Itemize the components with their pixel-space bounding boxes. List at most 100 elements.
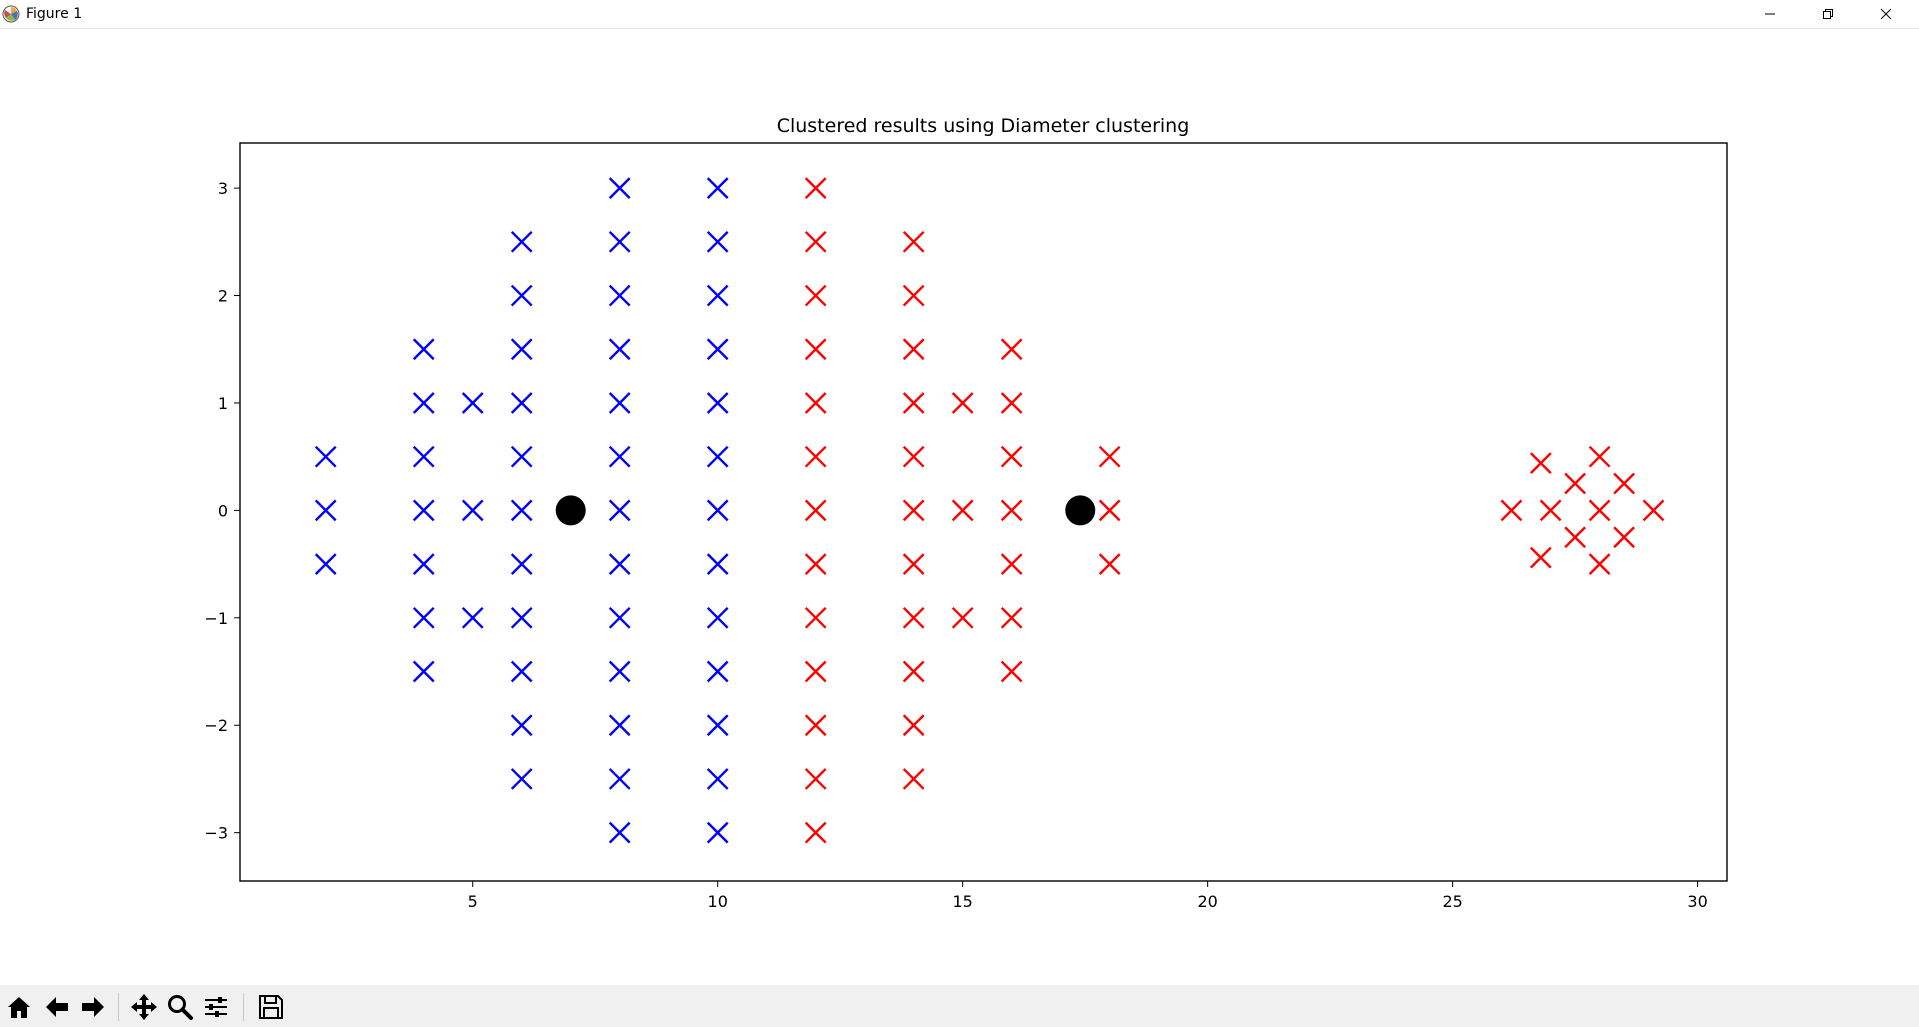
x-marker-point	[902, 338, 925, 361]
x-marker-point	[608, 768, 631, 790]
x-marker-point	[412, 660, 435, 683]
zoom-icon	[168, 995, 193, 1020]
plot-area-frame	[239, 142, 1728, 882]
x-marker-point	[608, 714, 631, 737]
x-marker-point	[1500, 499, 1523, 522]
y-axis: 3 2 1 0 −1 −2 −3	[204, 179, 240, 843]
centroid-point	[555, 495, 586, 526]
x-marker-point	[1588, 445, 1611, 468]
restore-icon	[1823, 9, 1833, 19]
x-marker-point	[510, 606, 533, 629]
x-marker-point	[1000, 606, 1023, 629]
x-marker-point	[412, 499, 435, 522]
x-marker-point	[1539, 499, 1562, 522]
x-marker-point	[510, 714, 533, 737]
x-marker-point	[314, 499, 337, 522]
minimize-icon	[1765, 13, 1775, 15]
x-marker-point	[902, 768, 925, 790]
x-marker-point	[804, 714, 827, 737]
x-tick-label: 15	[952, 892, 972, 911]
x-marker-point	[1613, 526, 1635, 549]
x-marker-point	[902, 660, 925, 683]
x-marker-point	[314, 553, 337, 575]
x-marker-point	[951, 499, 974, 522]
window-title: Figure 1	[26, 6, 83, 22]
x-marker-point	[804, 821, 827, 844]
x-marker-point	[412, 606, 435, 629]
x-marker-point	[902, 499, 925, 522]
zoom-button[interactable]	[163, 990, 197, 1024]
home-button[interactable]	[2, 990, 36, 1024]
back-icon	[46, 997, 68, 1017]
x-marker-point	[412, 392, 435, 414]
configure-subplots-icon	[205, 997, 227, 1017]
x-marker-point	[902, 445, 925, 468]
close-button[interactable]	[1857, 0, 1915, 28]
x-marker-point	[608, 284, 631, 307]
x-marker-point	[1564, 472, 1586, 495]
matplotlib-logo-icon	[2, 5, 20, 23]
x-tick-label: 20	[1197, 892, 1217, 911]
y-tick-label: −2	[204, 716, 228, 735]
x-marker-point	[1000, 499, 1023, 522]
x-marker-point	[510, 553, 533, 575]
x-marker-point	[608, 553, 631, 575]
x-marker-point	[706, 177, 729, 199]
x-marker-point	[804, 392, 827, 414]
x-marker-point	[1529, 546, 1552, 569]
x-marker-point	[804, 177, 827, 199]
x-tick-label: 30	[1687, 892, 1707, 911]
x-marker-point	[510, 338, 533, 361]
pan-button[interactable]	[127, 990, 161, 1024]
x-marker-point	[706, 230, 729, 253]
x-marker-point	[706, 606, 729, 629]
x-marker-point	[1588, 553, 1611, 575]
navigation-toolbar	[0, 985, 1919, 1027]
x-marker-point	[461, 499, 484, 522]
x-marker-point	[804, 499, 827, 522]
x-marker-point	[804, 338, 827, 361]
x-marker-point	[461, 606, 484, 629]
x-marker-point	[608, 392, 631, 414]
x-tick-label: 10	[708, 892, 728, 911]
x-marker-point	[608, 499, 631, 522]
x-marker-point	[1000, 338, 1023, 361]
x-marker-point	[510, 230, 533, 253]
centroid-point	[1065, 495, 1096, 526]
x-marker-point	[608, 445, 631, 468]
x-marker-point	[804, 284, 827, 307]
x-marker-point	[608, 338, 631, 361]
x-marker-point	[1588, 499, 1611, 522]
x-marker-point	[951, 606, 974, 629]
x-marker-point	[706, 768, 729, 790]
x-marker-point	[1613, 472, 1635, 495]
restore-button[interactable]	[1799, 0, 1857, 28]
x-marker-point	[1529, 452, 1552, 474]
minimize-button[interactable]	[1741, 0, 1799, 28]
x-marker-point	[804, 606, 827, 629]
configure-subplots-button[interactable]	[199, 990, 233, 1024]
forward-button[interactable]	[76, 990, 110, 1024]
x-marker-point	[804, 445, 827, 468]
x-marker-point	[804, 768, 827, 790]
y-tick-label: 1	[218, 394, 228, 413]
scatter-chart: Clustered results using Diameter cluster…	[204, 115, 1728, 911]
x-marker-point	[902, 284, 925, 307]
x-marker-point	[706, 660, 729, 683]
figure-canvas[interactable]: Clustered results using Diameter cluster…	[0, 29, 1919, 985]
x-marker-point	[1098, 553, 1121, 575]
y-tick-label: 0	[218, 501, 228, 520]
x-marker-point	[951, 392, 974, 414]
save-icon	[259, 995, 283, 1019]
x-marker-point	[706, 392, 729, 414]
save-button[interactable]	[254, 990, 288, 1024]
x-marker-point	[1000, 553, 1023, 575]
y-tick-label: 2	[218, 287, 228, 306]
x-marker-point	[510, 284, 533, 307]
x-marker-point	[608, 821, 631, 844]
back-button[interactable]	[40, 990, 74, 1024]
x-marker-point	[1098, 499, 1121, 522]
x-marker-point	[510, 660, 533, 683]
toolbar-separator	[243, 993, 244, 1021]
x-marker-point	[706, 445, 729, 468]
